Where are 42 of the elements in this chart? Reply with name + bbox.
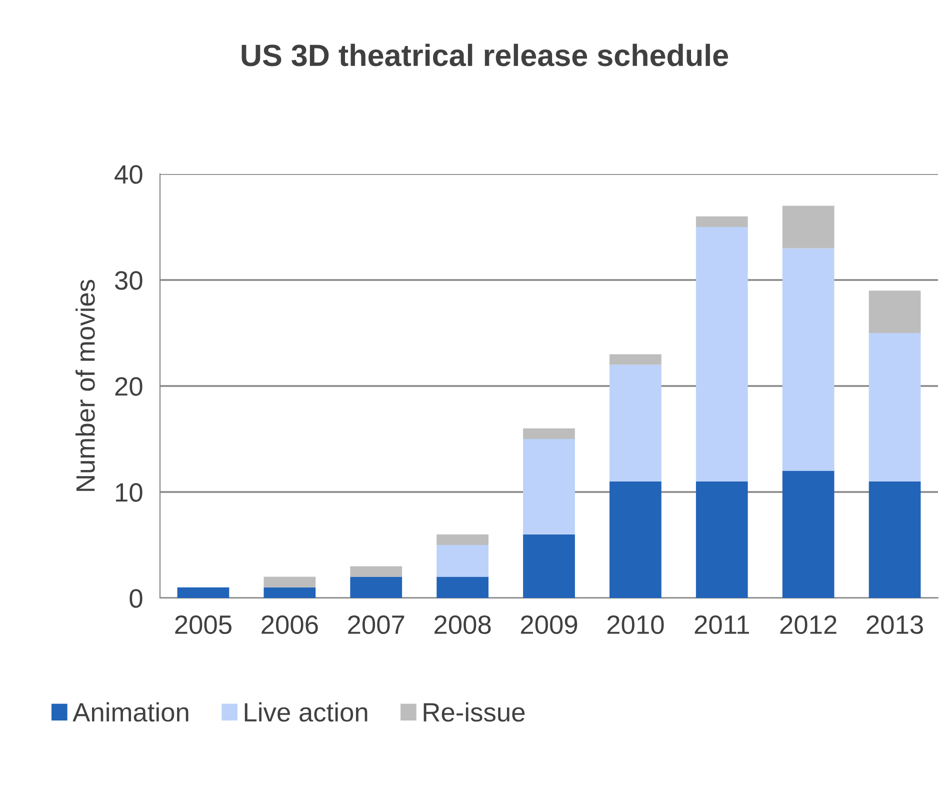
x-tick-label: 2010	[607, 615, 664, 634]
bar	[436, 534, 488, 545]
bar	[782, 470, 834, 598]
x-tick-label: 2009	[520, 615, 578, 634]
y-tick-label: 30	[114, 271, 142, 290]
y-axis-title: Number of movies	[75, 280, 95, 491]
bar	[523, 428, 575, 439]
x-tick-label: 2007	[348, 615, 404, 634]
bar	[523, 534, 575, 598]
bar	[782, 206, 834, 248]
legend-label: Animation	[72, 702, 188, 722]
bar	[264, 587, 316, 598]
x-tick-label: 2011	[694, 615, 749, 634]
bar	[696, 227, 748, 482]
y-tick-label: 40	[114, 165, 142, 184]
legend-label: Live action	[244, 702, 368, 722]
bar	[868, 481, 921, 598]
x-tick-label: 2012	[780, 615, 836, 634]
bar	[868, 333, 921, 482]
y-tick-label: 0	[130, 589, 142, 608]
y-tick-label: 20	[115, 377, 142, 396]
bar	[610, 354, 662, 365]
legend-label: Re-issue	[424, 702, 525, 722]
bar	[436, 576, 488, 598]
x-tick-label: 2008	[434, 615, 491, 634]
y-tick-label: 10	[116, 483, 142, 502]
bar	[523, 439, 575, 534]
chart-title: US 3D theatrical release schedule	[242, 44, 728, 66]
bar	[264, 576, 316, 588]
bar	[696, 216, 748, 227]
bar	[436, 545, 488, 577]
bar	[782, 248, 834, 471]
bar	[350, 576, 402, 598]
x-tick-label: 2005	[175, 615, 232, 634]
bar	[610, 364, 662, 482]
bar	[350, 566, 402, 577]
bar	[177, 587, 230, 598]
bar	[868, 290, 921, 333]
x-tick-label: 2013	[866, 615, 923, 634]
x-tick-label: 2006	[262, 615, 318, 634]
bar	[610, 481, 662, 598]
bar	[696, 481, 748, 598]
